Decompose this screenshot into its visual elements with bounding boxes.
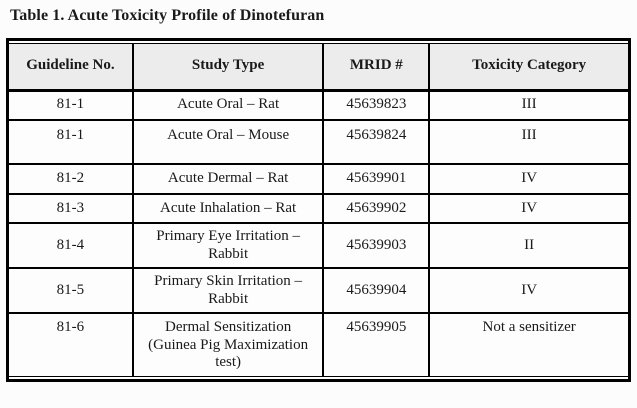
table-row: 81-4 Primary Eye Irritation – Rabbit 456… xyxy=(9,222,628,269)
study-type-cell: Primary Eye Irritation – Rabbit xyxy=(131,222,325,269)
guideline-cell: 81-1 xyxy=(9,89,134,121)
table-row: 81-1 Acute Oral – Rat 45639823 III xyxy=(9,89,628,121)
mrid-cell: 45639904 xyxy=(322,267,431,314)
study-type-cell: Acute Dermal – Rat xyxy=(131,163,325,195)
header-row: Guideline No. Study Type MRID # Toxicity… xyxy=(9,44,628,92)
guideline-cell: 81-2 xyxy=(9,163,134,195)
table-row: 81-5 Primary Skin Irritation – Rabbit 45… xyxy=(9,267,628,314)
guideline-cell: 81-4 xyxy=(9,222,134,269)
col-header-mrid: MRID # xyxy=(322,44,431,92)
toxicity-category-cell: IV xyxy=(428,193,628,224)
study-type-cell: Acute Inhalation – Rat xyxy=(131,193,325,224)
study-type-cell: Primary Skin Irritation – Rabbit xyxy=(131,267,325,314)
mrid-cell: 45639824 xyxy=(322,119,431,165)
col-header-guideline-no: Guideline No. xyxy=(9,44,134,92)
guideline-cell: 81-3 xyxy=(9,193,134,224)
toxicity-category-cell: IV xyxy=(428,163,628,195)
toxicity-category-cell: Not a sensitizer xyxy=(428,312,628,376)
guideline-cell: 81-5 xyxy=(9,267,134,314)
table-title: Table 1. Acute Toxicity Profile of Dinot… xyxy=(10,7,325,24)
col-header-toxicity-category: Toxicity Category xyxy=(428,44,628,92)
guideline-cell: 81-6 xyxy=(9,312,134,376)
table-row: 81-2 Acute Dermal – Rat 45639901 IV xyxy=(9,163,628,195)
toxicity-category-cell: IV xyxy=(428,267,628,314)
mrid-cell: 45639901 xyxy=(322,163,431,195)
study-type-cell: Acute Oral – Rat xyxy=(131,89,325,121)
toxicity-table-inner-rule: Guideline No. Study Type MRID # Toxicity… xyxy=(9,43,628,377)
toxicity-category-cell: III xyxy=(428,89,628,121)
toxicity-category-cell: III xyxy=(428,119,628,165)
study-type-cell: Dermal Sensitization (Guinea Pig Maximiz… xyxy=(131,312,325,376)
toxicity-category-cell: II xyxy=(428,222,628,269)
col-header-study-type: Study Type xyxy=(131,44,325,92)
mrid-cell: 45639902 xyxy=(322,193,431,224)
toxicity-table-frame: Guideline No. Study Type MRID # Toxicity… xyxy=(6,38,631,382)
mrid-cell: 45639823 xyxy=(322,89,431,121)
guideline-cell: 81-1 xyxy=(9,119,134,165)
table-row: 81-1 Acute Oral – Mouse 45639824 III xyxy=(9,119,628,165)
table-row: 81-3 Acute Inhalation – Rat 45639902 IV xyxy=(9,193,628,224)
table-row: 81-6 Dermal Sensitization (Guinea Pig Ma… xyxy=(9,312,628,376)
study-type-cell: Acute Oral – Mouse xyxy=(131,119,325,165)
mrid-cell: 45639903 xyxy=(322,222,431,269)
mrid-cell: 45639905 xyxy=(322,312,431,376)
toxicity-table: Guideline No. Study Type MRID # Toxicity… xyxy=(9,44,628,376)
